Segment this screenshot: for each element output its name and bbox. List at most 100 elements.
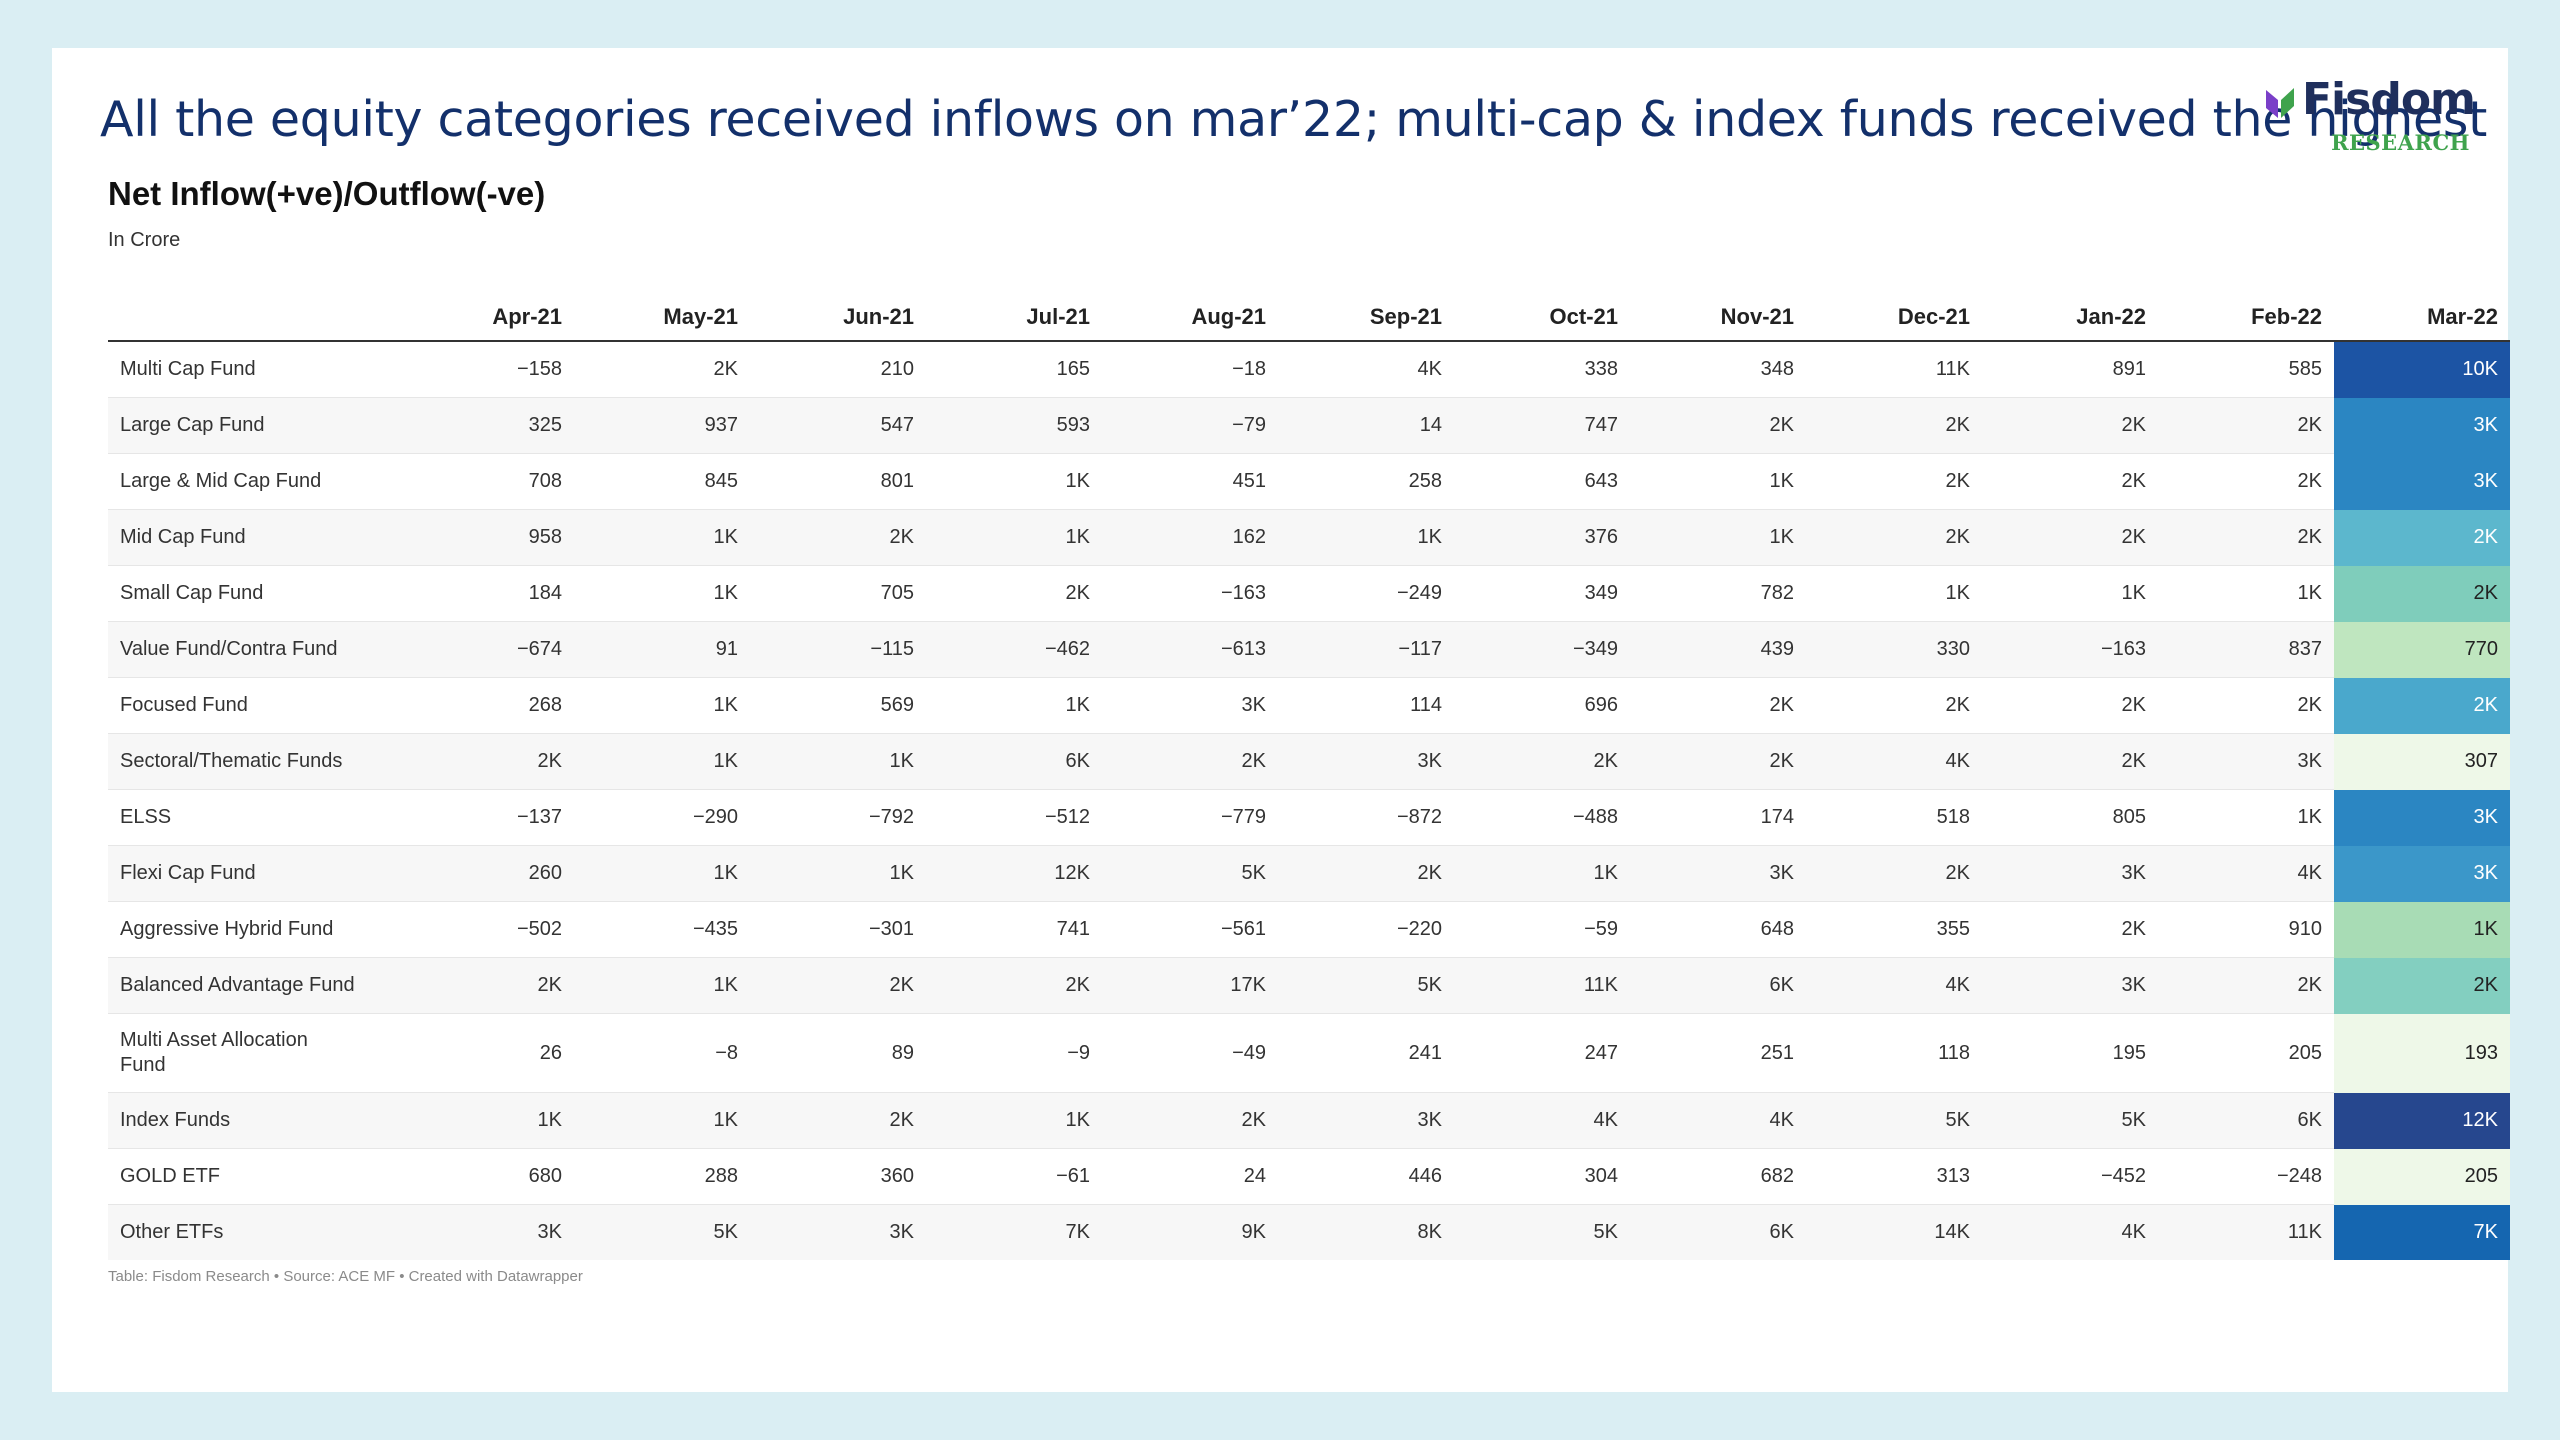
- table-cell: 747: [1454, 397, 1630, 454]
- table-cell: 325: [398, 397, 574, 454]
- table-row: Index Funds 1K 1K 2K 1K 2K 3K 4K 4K 5K 5K 6K 12K: [108, 1092, 2510, 1149]
- table-cell: 891: [1982, 340, 2158, 398]
- table-cell: 1K: [1806, 565, 1982, 622]
- heatmap-cell: 2K: [2334, 677, 2510, 734]
- heatmap-cell: 3K: [2334, 397, 2510, 454]
- table-cell: 247: [1454, 1013, 1630, 1093]
- table-cell: 1K: [1278, 509, 1454, 566]
- table-cell: 338: [1454, 340, 1630, 398]
- table-cell: 6K: [2158, 1092, 2334, 1149]
- table-cell: 439: [1630, 621, 1806, 678]
- slide-headline: All the equity categories received inflo…: [100, 91, 2487, 148]
- table-cell: −872: [1278, 789, 1454, 846]
- row-label: GOLD ETF: [108, 1148, 398, 1205]
- table-cell: 3K: [750, 1204, 926, 1260]
- table-cell: 195: [1982, 1013, 2158, 1093]
- table-cell: 6K: [926, 733, 1102, 790]
- table-cell: 14K: [1806, 1204, 1982, 1260]
- table-cell: 708: [398, 453, 574, 510]
- column-header: Aug-21: [1102, 293, 1278, 342]
- table-cell: −137: [398, 789, 574, 846]
- table-header: Apr-21 May-21 Jun-21 Jul-21 Aug-21 Sep-21 Oct-…: [108, 293, 2510, 342]
- column-header: May-21: [574, 293, 750, 342]
- table-cell: 3K: [2158, 733, 2334, 790]
- table-cell: 2K: [1630, 677, 1806, 734]
- table-row: Other ETFs 3K 5K 3K 7K 9K 8K 5K 6K 14K 4K 11K 7K: [108, 1204, 2510, 1260]
- table-cell: −290: [574, 789, 750, 846]
- table-cell: 4K: [1454, 1092, 1630, 1149]
- table-row: Multi Cap Fund −158 2K 210 165 −18 4K 338 348 11K…: [108, 340, 2510, 398]
- table-cell: 2K: [1630, 397, 1806, 454]
- table-cell: 3K: [1982, 957, 2158, 1014]
- table-row: Mid Cap Fund 958 1K 2K 1K 162 1K 376 1K 2K 2K 2K 2K: [108, 509, 2510, 566]
- table-cell: 585: [2158, 340, 2334, 398]
- table-cell: 2K: [2158, 509, 2334, 566]
- heatmap-cell: 12K: [2334, 1092, 2510, 1149]
- table-cell: 5K: [1982, 1092, 2158, 1149]
- table-cell: −512: [926, 789, 1102, 846]
- table-cell: 6K: [1630, 957, 1806, 1014]
- table-cell: 14: [1278, 397, 1454, 454]
- table-cell: 91: [574, 621, 750, 678]
- table-cell: −163: [1102, 565, 1278, 622]
- table-cell: 2K: [1806, 509, 1982, 566]
- heatmap-cell: 3K: [2334, 845, 2510, 902]
- table-cell: 648: [1630, 901, 1806, 958]
- table-cell: 2K: [750, 509, 926, 566]
- table-row: Small Cap Fund 184 1K 705 2K −163 −249 349 782 1K…: [108, 565, 2510, 622]
- table-row: GOLD ETF 680 288 360 −61 24 446 304 682 313 −452 −2…: [108, 1148, 2510, 1205]
- table-row: Large & Mid Cap Fund 708 845 801 1K 451 258 643…: [108, 453, 2510, 510]
- table-cell: 114: [1278, 677, 1454, 734]
- table-cell: 12K: [926, 845, 1102, 902]
- table-cell: 2K: [1806, 677, 1982, 734]
- table-cell: 348: [1630, 340, 1806, 398]
- table-cell: 268: [398, 677, 574, 734]
- table-cell: 1K: [926, 453, 1102, 510]
- table-cell: −220: [1278, 901, 1454, 958]
- table-cell: 304: [1454, 1148, 1630, 1205]
- table-cell: 89: [750, 1013, 926, 1093]
- table-cell: 2K: [1982, 453, 2158, 510]
- table-cell: −249: [1278, 565, 1454, 622]
- table-cell: 696: [1454, 677, 1630, 734]
- table-cell: 1K: [574, 733, 750, 790]
- table-cell: −561: [1102, 901, 1278, 958]
- table-cell: 2K: [1982, 733, 2158, 790]
- table-cell: 593: [926, 397, 1102, 454]
- table-cell: 184: [398, 565, 574, 622]
- table-cell: 9K: [1102, 1204, 1278, 1260]
- table-cell: −452: [1982, 1148, 2158, 1205]
- table-cell: 2K: [1982, 509, 2158, 566]
- table-row: ELSS −137 −290 −792 −512 −779 −872 −488 174 518 80…: [108, 789, 2510, 846]
- heatmap-cell: 7K: [2334, 1204, 2510, 1260]
- table-cell: 3K: [1102, 677, 1278, 734]
- heatmap-cell: 770: [2334, 621, 2510, 678]
- table-cell: 1K: [1630, 509, 1806, 566]
- table-cell: −59: [1454, 901, 1630, 958]
- table-cell: 2K: [574, 340, 750, 398]
- table-cell: −49: [1102, 1013, 1278, 1093]
- table-row: Large Cap Fund 325 937 547 593 −79 14 747 2K 2K 2K…: [108, 397, 2510, 454]
- table-cell: 3K: [1278, 733, 1454, 790]
- row-label: Aggressive Hybrid Fund: [108, 901, 398, 958]
- table-row: Aggressive Hybrid Fund −502 −435 −301 741 −56…: [108, 901, 2510, 958]
- table-cell: 1K: [574, 677, 750, 734]
- table-row: Value Fund/Contra Fund −674 91 −115 −462 −613…: [108, 621, 2510, 678]
- table-cell: 2K: [1630, 733, 1806, 790]
- table-cell: 3K: [1982, 845, 2158, 902]
- table-cell: 205: [2158, 1013, 2334, 1093]
- column-header: Sep-21: [1278, 293, 1454, 342]
- table-cell: 705: [750, 565, 926, 622]
- table-cell: −435: [574, 901, 750, 958]
- table-row: Balanced Advantage Fund 2K 1K 2K 2K 17K 5K 11K 6…: [108, 957, 2510, 1014]
- table-cell: 4K: [1630, 1092, 1806, 1149]
- table-cell: 11K: [1806, 340, 1982, 398]
- table-cell: 17K: [1102, 957, 1278, 1014]
- row-label: Flexi Cap Fund: [108, 845, 398, 902]
- table-cell: 4K: [1982, 1204, 2158, 1260]
- table-cell: 5K: [1278, 957, 1454, 1014]
- table-cell: 5K: [1102, 845, 1278, 902]
- table-cell: 680: [398, 1148, 574, 1205]
- row-label: Value Fund/Contra Fund: [108, 621, 398, 678]
- table-subtitle: In Crore: [108, 229, 181, 251]
